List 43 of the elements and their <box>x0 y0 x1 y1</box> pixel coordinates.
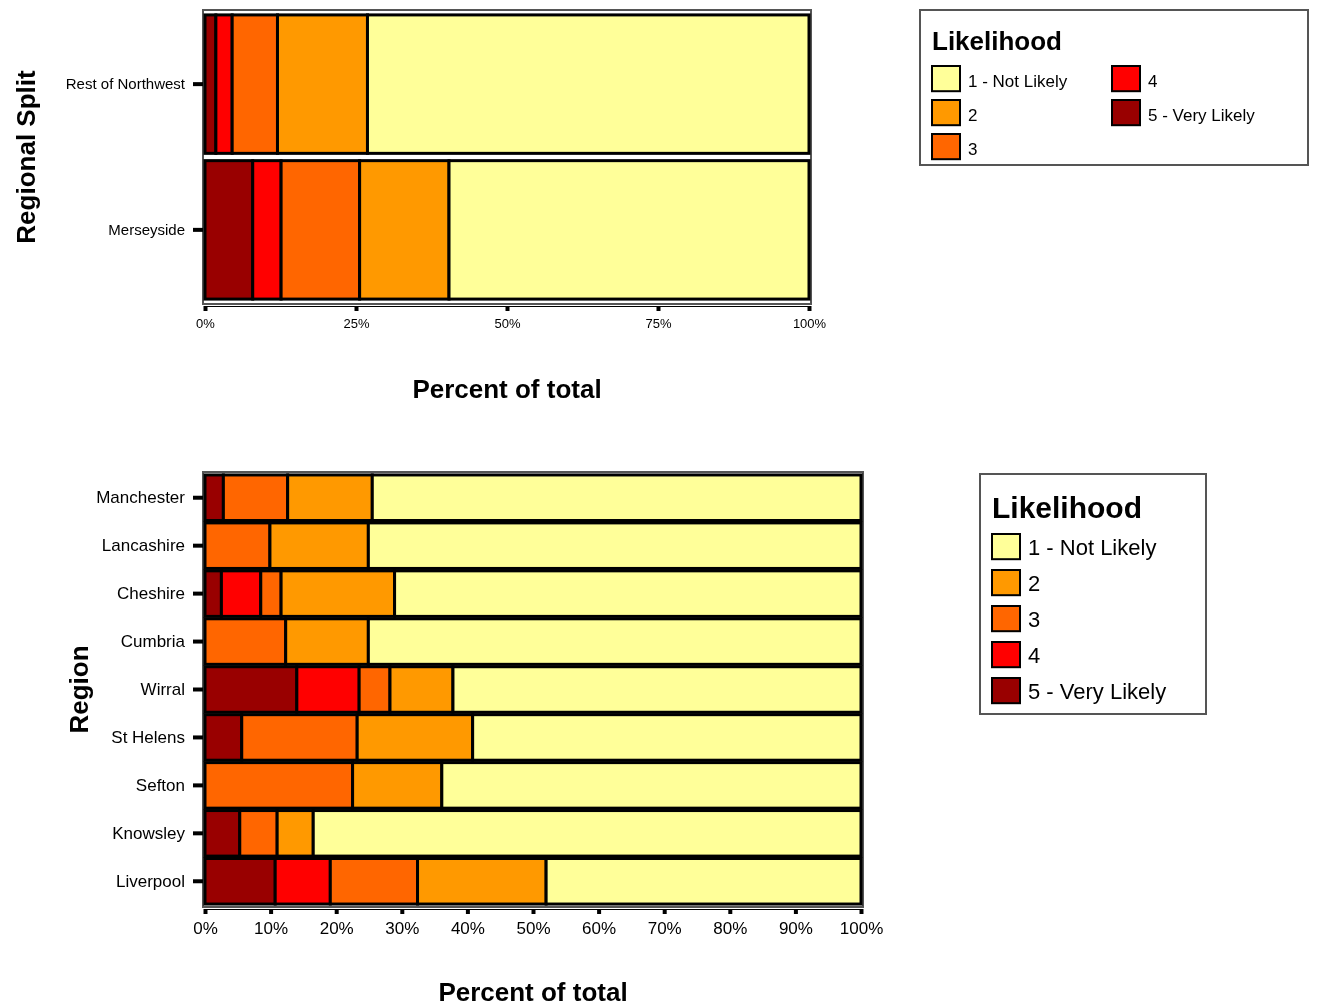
y-tick-label: Liverpool <box>116 871 185 891</box>
y-tick-label: Rest of Northwest <box>65 74 186 92</box>
y-tick-label: Cumbria <box>120 632 186 651</box>
x-tick-label: 0% <box>193 919 218 939</box>
legend-label: 1 - Not Likely <box>968 72 1068 91</box>
x-axis-title: Percent of total <box>412 374 602 404</box>
x-tick-label: 75% <box>645 316 672 332</box>
legend-label: 2 <box>968 106 978 125</box>
y-tick-label: St Helens <box>111 727 185 747</box>
x-tick-label: 10% <box>254 919 289 939</box>
legend-title: Likelihood <box>992 491 1142 524</box>
legend-label: 5 - Very Likely <box>1148 106 1256 125</box>
legend-label: 5 - Very Likely <box>1028 679 1167 704</box>
x-tick-label: 25% <box>343 316 370 332</box>
y-axis-title: Region <box>64 645 94 734</box>
y-tick-label: Cheshire <box>116 584 185 604</box>
legend-label: 2 <box>1028 571 1041 596</box>
y-tick-label: Manchester <box>96 488 186 508</box>
legend-label: 4 <box>1028 643 1041 668</box>
y-tick-label: Wirral <box>140 679 185 699</box>
x-tick-label: 40% <box>450 919 485 939</box>
legend-label: 4 <box>1148 72 1158 91</box>
legend-label: 3 <box>1028 607 1041 632</box>
y-tick-label: Knowsley <box>112 823 186 843</box>
legend-label: 1 - Not Likely <box>1028 535 1157 560</box>
x-tick-label: 80% <box>713 919 748 939</box>
x-tick-label: 60% <box>582 919 617 939</box>
y-tick-label: Merseyside <box>108 220 185 238</box>
x-tick-label: 0% <box>196 316 216 332</box>
y-axis-title: Regional Split <box>11 69 41 244</box>
x-tick-label: 50% <box>516 919 551 939</box>
legend-label: 3 <box>968 140 978 159</box>
x-tick-label: 30% <box>385 919 420 939</box>
y-tick-label: Lancashire <box>101 536 185 556</box>
x-axis-title: Percent of total <box>438 977 628 1004</box>
x-tick-label: 50% <box>494 316 521 332</box>
x-tick-label: 20% <box>319 919 354 939</box>
y-tick-label: Sefton <box>135 775 185 795</box>
x-tick-label: 100% <box>839 919 884 939</box>
legend-title: Likelihood <box>932 26 1062 56</box>
x-tick-label: 100% <box>792 316 827 332</box>
x-tick-label: 90% <box>778 919 813 939</box>
x-tick-label: 70% <box>647 919 682 939</box>
